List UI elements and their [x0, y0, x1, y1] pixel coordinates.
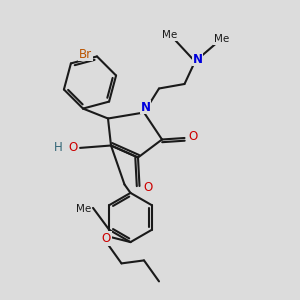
Text: Me: Me [163, 30, 178, 40]
Text: Me: Me [214, 34, 229, 44]
Text: N: N [192, 52, 203, 66]
Text: Me: Me [76, 203, 92, 214]
Text: H: H [54, 140, 63, 154]
Text: O: O [188, 130, 197, 143]
Text: O: O [68, 140, 77, 154]
Text: O: O [102, 232, 111, 245]
Text: Br: Br [79, 47, 92, 61]
Text: O: O [143, 181, 152, 194]
Text: N: N [140, 100, 151, 114]
